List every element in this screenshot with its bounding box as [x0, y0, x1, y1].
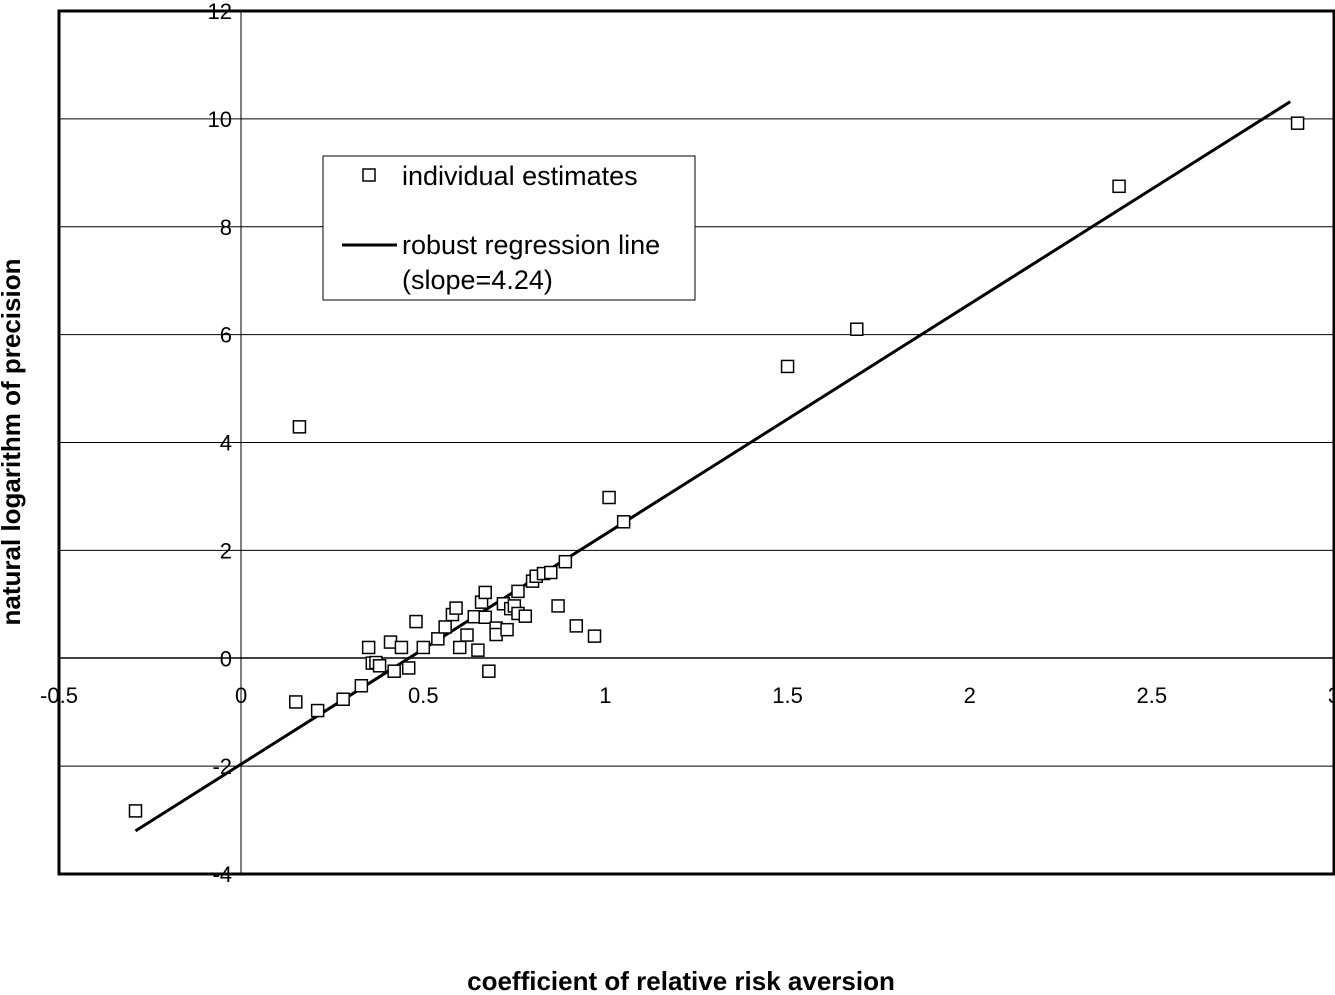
x-tick-label: 1 — [599, 683, 611, 708]
data-point-9 — [372, 659, 387, 673]
data-point-25 — [478, 610, 492, 625]
data-point-19 — [449, 601, 463, 615]
data-point-27 — [482, 664, 496, 678]
y-tick-label: 8 — [220, 215, 232, 240]
data-point-23 — [471, 643, 485, 657]
data-point-42 — [558, 554, 573, 569]
data-point-5 — [354, 679, 369, 693]
y-tick-label: 4 — [220, 431, 232, 456]
legend-label-regression: robust regression line — [402, 230, 660, 260]
y-tick-label: 0 — [220, 646, 232, 671]
data-point-35 — [511, 584, 525, 599]
data-point-1 — [292, 420, 307, 434]
data-point-43 — [569, 619, 584, 633]
scatter-points — [128, 116, 1305, 818]
data-point-0 — [128, 804, 143, 818]
data-point-44 — [587, 629, 602, 643]
x-tick-label: 2.5 — [1137, 683, 1168, 708]
data-point-31 — [500, 622, 514, 637]
y-tick-label: 6 — [220, 323, 232, 348]
data-point-50 — [1290, 116, 1305, 130]
gridlines — [59, 118, 1334, 767]
y-tick-label: 10 — [208, 107, 232, 132]
data-point-16 — [431, 632, 445, 646]
legend-label-slope: (slope=4.24) — [402, 265, 553, 295]
legend-box — [322, 155, 696, 301]
data-point-41 — [551, 599, 565, 613]
data-point-2 — [289, 695, 303, 709]
data-point-14 — [409, 614, 423, 629]
data-point-15 — [416, 640, 431, 655]
data-point-48 — [850, 322, 864, 336]
x-tick-label: 2 — [964, 683, 976, 708]
x-tick-label: 0.5 — [408, 683, 439, 708]
legend-square-marker — [362, 168, 376, 182]
data-point-36 — [518, 609, 533, 623]
data-point-4 — [336, 692, 350, 706]
data-point-13 — [401, 661, 416, 675]
x-axis-title: coefficient of relative risk aversion — [467, 966, 895, 995]
data-point-6 — [361, 640, 376, 655]
data-point-21 — [460, 628, 474, 642]
data-point-17 — [438, 620, 452, 634]
data-point-3 — [310, 703, 325, 718]
regression-line — [134, 100, 1292, 833]
y-axis-title: natural logarithm of precision — [0, 259, 26, 626]
legend-label-estimates: individual estimates — [402, 161, 638, 191]
x-tick-label: 0 — [235, 683, 247, 708]
data-point-47 — [780, 359, 795, 374]
y-tick-label: 2 — [220, 538, 232, 563]
data-point-26 — [478, 585, 492, 600]
x-tick-label: 1.5 — [772, 683, 803, 708]
data-point-11 — [387, 664, 401, 678]
data-point-40 — [544, 565, 558, 580]
data-point-12 — [394, 640, 409, 655]
data-point-20 — [452, 640, 467, 655]
data-point-46 — [616, 515, 631, 529]
x-tick-labels: -0.5 0 0.5 1 1.5 2 2.5 3 — [40, 683, 1335, 708]
plot-area-border — [57, 9, 1335, 876]
x-tick-label: 3 — [1328, 683, 1335, 708]
data-point-45 — [602, 490, 616, 505]
legend: individual estimates robust regression l… — [322, 155, 696, 301]
regression-line-group — [134, 100, 1292, 833]
data-point-49 — [1112, 179, 1126, 194]
